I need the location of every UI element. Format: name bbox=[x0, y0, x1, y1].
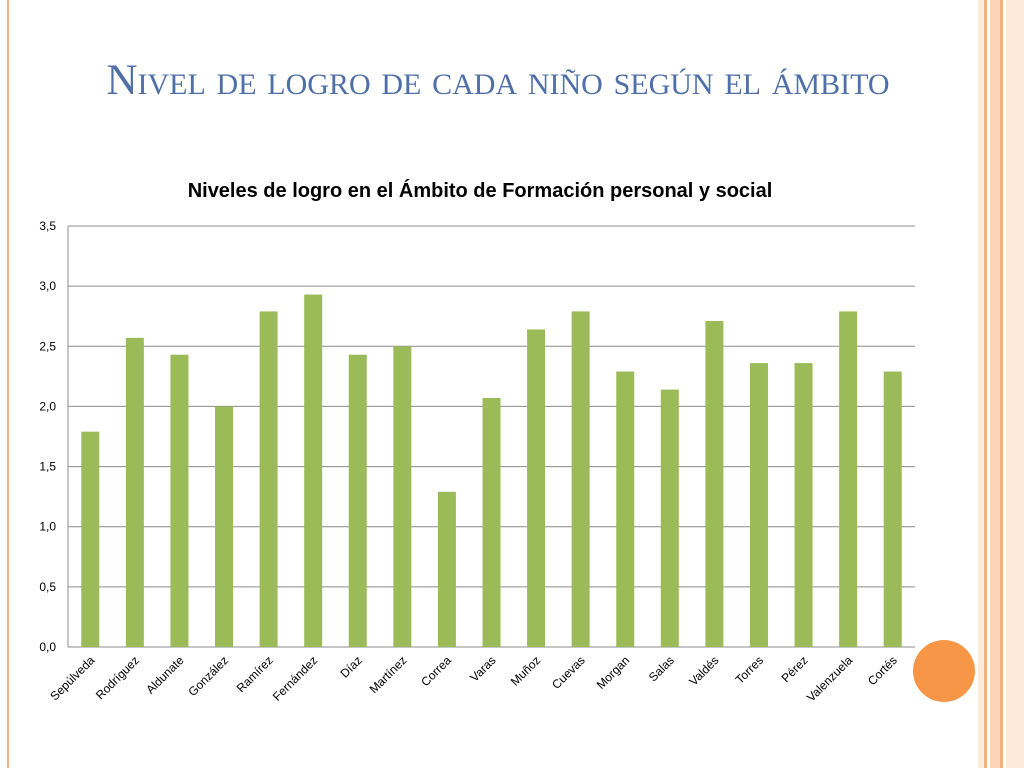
x-tick-label: Correa bbox=[418, 653, 454, 689]
y-tick-label: 0,5 bbox=[39, 580, 56, 594]
bar bbox=[660, 389, 679, 647]
x-tick-label: Díaz bbox=[338, 653, 365, 680]
bar bbox=[348, 354, 367, 647]
x-tick-label: Cortés bbox=[865, 653, 900, 688]
x-tick-label: Muñoz bbox=[508, 653, 543, 688]
bar bbox=[304, 294, 323, 647]
bar bbox=[883, 371, 902, 647]
bar bbox=[81, 431, 100, 647]
bar bbox=[705, 321, 724, 647]
bar bbox=[527, 329, 546, 647]
x-tick-label: Martínez bbox=[367, 653, 410, 696]
x-tick-label: Cuevas bbox=[549, 653, 588, 692]
x-tick-label: Valdés bbox=[686, 653, 721, 688]
x-tick-label: Morgan bbox=[594, 653, 633, 692]
x-tick-label: Varas bbox=[467, 653, 498, 684]
x-tick-label: Sepúlveda bbox=[47, 653, 97, 703]
y-tick-label: 3,0 bbox=[39, 279, 56, 293]
y-tick-label: 1,0 bbox=[39, 520, 56, 534]
x-tick-label: Torres bbox=[733, 653, 766, 686]
bar bbox=[215, 406, 234, 647]
bar bbox=[571, 311, 590, 647]
x-tick-label: Valenzuela bbox=[804, 653, 855, 704]
stripe bbox=[978, 0, 984, 768]
slide-title: Nivel de logro de cada niño según el ámb… bbox=[106, 57, 890, 104]
y-tick-label: 1,5 bbox=[39, 460, 56, 474]
left-decorative-rule bbox=[7, 0, 9, 768]
y-tick-label: 0,0 bbox=[39, 640, 56, 654]
bar bbox=[839, 311, 858, 647]
bar bbox=[259, 311, 278, 647]
right-decorative-stripes bbox=[978, 0, 1024, 768]
stripe bbox=[1006, 0, 1024, 768]
x-tick-label: González bbox=[185, 653, 231, 699]
bar bbox=[125, 337, 144, 647]
y-tick-label: 2,0 bbox=[39, 399, 56, 413]
x-tick-label: Salas bbox=[646, 653, 677, 684]
bar bbox=[794, 363, 813, 647]
y-tick-label: 2,5 bbox=[39, 339, 56, 353]
bar bbox=[170, 354, 189, 647]
stripe bbox=[990, 0, 1000, 768]
x-tick-label: Rodríguez bbox=[93, 653, 142, 702]
stripe bbox=[984, 0, 987, 768]
bar bbox=[482, 398, 501, 647]
x-tick-label: Ramírez bbox=[234, 653, 276, 695]
decorative-orange-circle bbox=[913, 640, 975, 702]
chart-title: Niveles de logro en el Ámbito de Formaci… bbox=[187, 180, 773, 202]
x-tick-label: Pérez bbox=[779, 653, 811, 685]
x-tick-label: Aldunate bbox=[143, 653, 187, 697]
bar bbox=[393, 346, 412, 647]
x-tick-label: Fernández bbox=[270, 653, 320, 703]
bar bbox=[437, 491, 456, 647]
y-tick-label: 3,5 bbox=[39, 219, 56, 233]
stripe bbox=[1000, 0, 1003, 768]
bar bbox=[749, 363, 768, 647]
bar bbox=[616, 371, 635, 647]
